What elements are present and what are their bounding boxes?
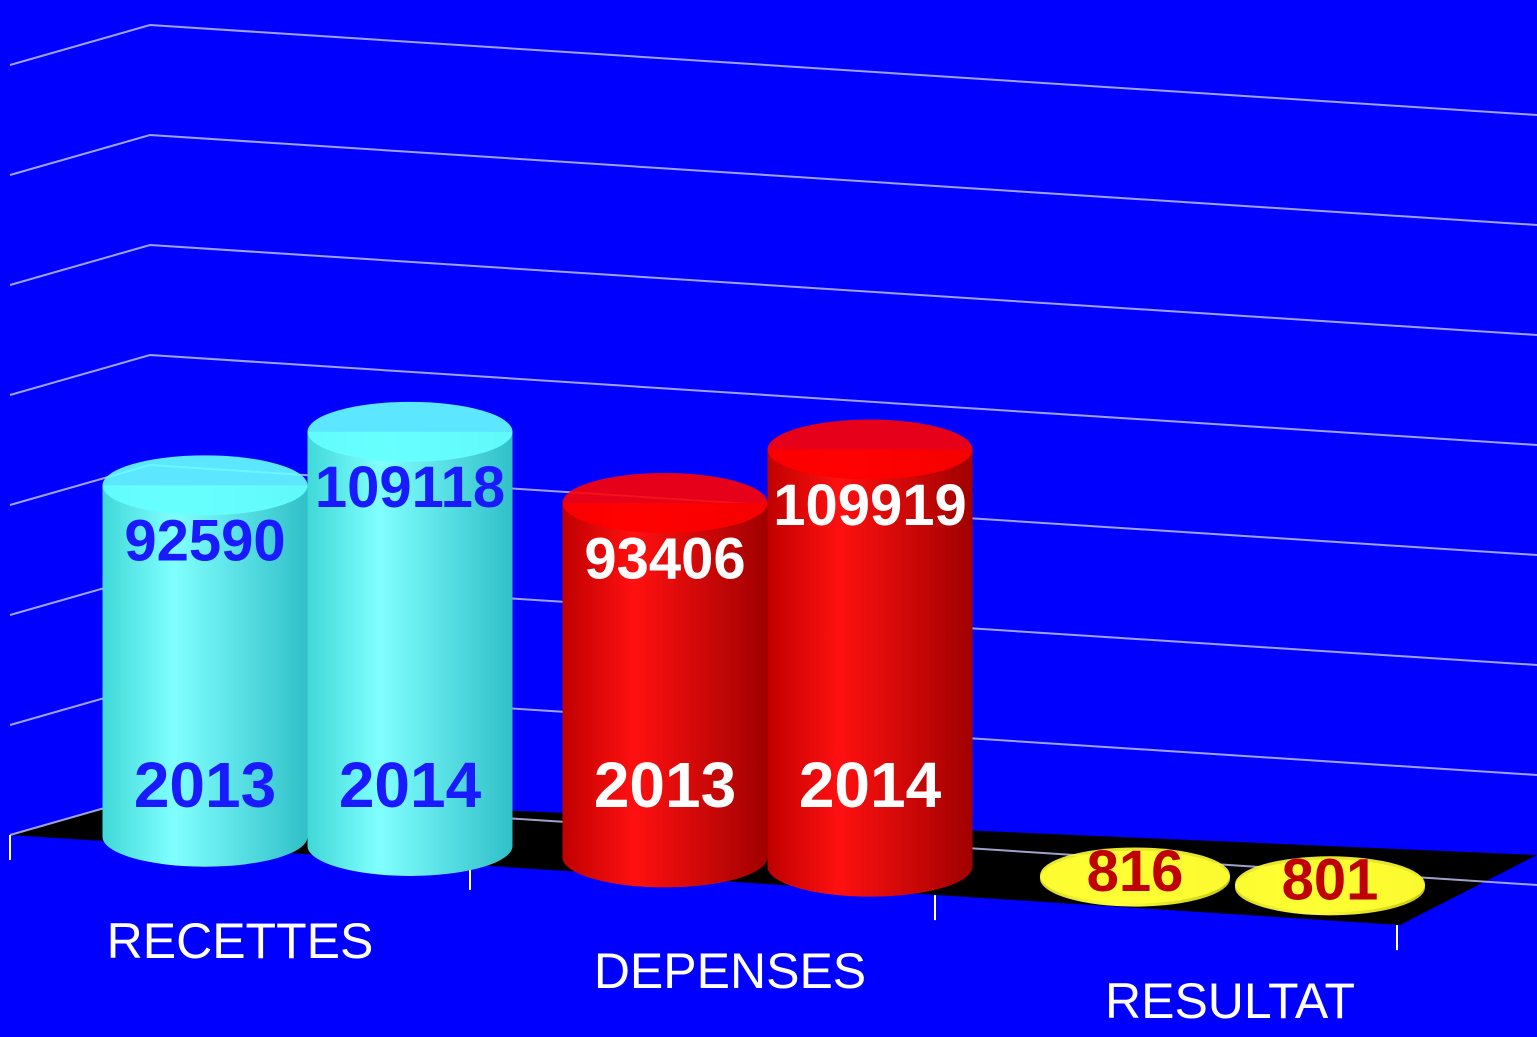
grid-line xyxy=(9,243,1537,336)
bar-top xyxy=(767,419,973,480)
year-label: 2013 xyxy=(134,749,276,821)
bar-top xyxy=(1040,847,1230,904)
bar-top xyxy=(307,401,513,462)
cylinder xyxy=(562,472,768,888)
grid-line xyxy=(9,353,1537,446)
year-label: 2013 xyxy=(594,749,736,821)
grid-line xyxy=(9,133,1537,226)
bar xyxy=(102,485,308,837)
bar-top xyxy=(1235,856,1425,913)
year-label: 2014 xyxy=(799,749,942,821)
cylinder xyxy=(307,401,513,876)
bar-top xyxy=(562,472,768,533)
year-label: 2014 xyxy=(339,749,482,821)
value-label: 109118 xyxy=(315,455,505,520)
cylinder xyxy=(1040,847,1230,907)
cylinder xyxy=(767,419,973,897)
category-label: DEPENSES xyxy=(594,943,866,999)
value-label: 816 xyxy=(1087,839,1184,904)
category-label: RESULTAT xyxy=(1105,973,1355,1029)
bar xyxy=(307,431,513,846)
grid-line xyxy=(9,23,1537,116)
value-label: 92590 xyxy=(124,509,285,574)
cylinder xyxy=(102,455,308,867)
value-label: 801 xyxy=(1282,848,1379,913)
category-label: RECETTES xyxy=(107,913,374,969)
bar xyxy=(767,449,973,867)
bar xyxy=(562,502,768,858)
bar-top xyxy=(102,455,308,516)
cylinder xyxy=(1235,856,1425,916)
value-label: 93406 xyxy=(584,526,745,591)
value-label: 109919 xyxy=(773,473,967,538)
